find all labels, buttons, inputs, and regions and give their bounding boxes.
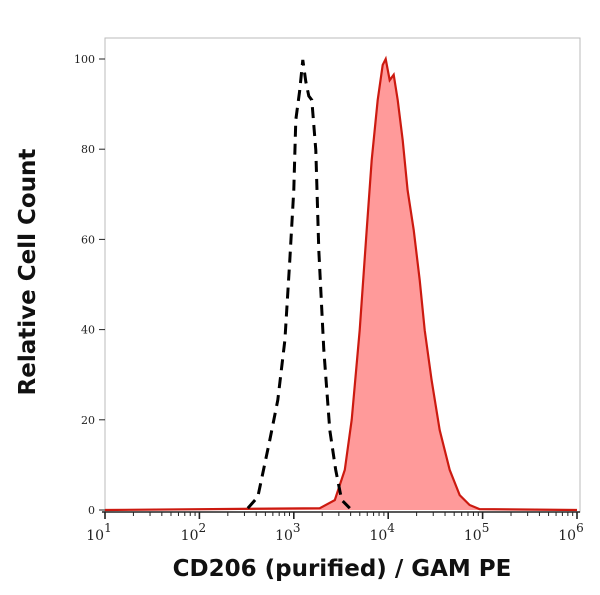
x-tick-exponent: 5 <box>482 521 490 535</box>
x-tick-base: 10 <box>181 528 199 544</box>
x-tick-label: 105 <box>464 521 489 544</box>
y-tick-label: 40 <box>81 324 95 337</box>
series-fill-area <box>105 59 577 510</box>
x-tick-base: 10 <box>275 528 293 544</box>
y-tick-label: 80 <box>81 143 95 156</box>
plot-frame <box>104 37 581 513</box>
y-tick-label: 60 <box>81 233 95 246</box>
series-control-dashed-line <box>246 59 351 510</box>
x-tick-base: 10 <box>464 528 482 544</box>
x-tick-label: 101 <box>86 521 111 544</box>
x-tick-exponent: 4 <box>387 521 395 535</box>
x-tick-base: 10 <box>369 528 387 544</box>
x-tick-label: 106 <box>558 521 583 544</box>
y-axis-label: Relative Cell Count <box>15 149 41 396</box>
x-tick-base: 10 <box>558 528 576 544</box>
y-tick-label: 100 <box>74 53 95 66</box>
x-tick-base: 10 <box>86 528 104 544</box>
x-axis-label: CD206 (purified) / GAM PE <box>173 556 512 582</box>
y-tick-label: 0 <box>88 504 95 517</box>
x-tick-exponent: 6 <box>576 521 584 535</box>
x-tick-exponent: 3 <box>293 521 301 535</box>
x-tick-exponent: 1 <box>104 521 112 535</box>
x-tick-label: 102 <box>181 521 206 544</box>
y-tick-label: 20 <box>81 414 95 427</box>
x-tick-exponent: 2 <box>198 521 206 535</box>
x-tick-label: 104 <box>369 521 395 544</box>
series-stained-line <box>104 55 578 512</box>
x-tick-label: 103 <box>275 521 300 544</box>
